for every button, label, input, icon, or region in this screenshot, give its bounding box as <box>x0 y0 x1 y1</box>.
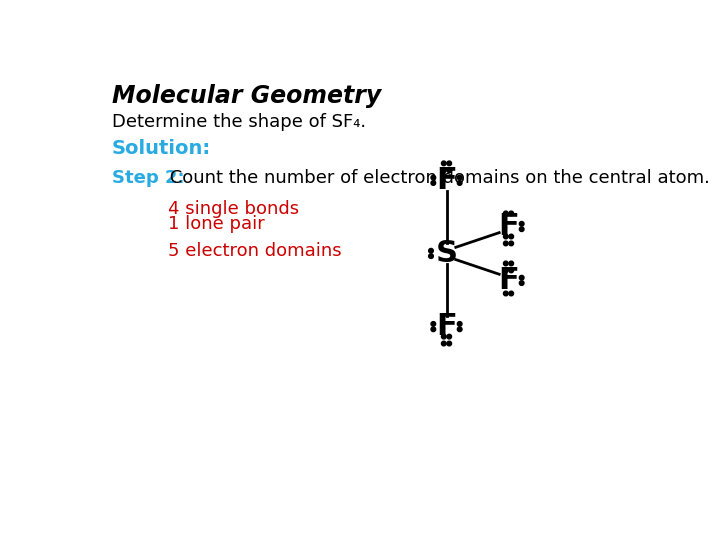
Circle shape <box>447 334 451 339</box>
Circle shape <box>509 241 513 246</box>
Circle shape <box>447 161 451 166</box>
Circle shape <box>431 322 436 326</box>
Circle shape <box>509 261 513 266</box>
Text: F: F <box>498 212 519 241</box>
Circle shape <box>509 268 513 273</box>
Circle shape <box>428 248 433 253</box>
Text: Determine the shape of SF₄.: Determine the shape of SF₄. <box>112 112 366 131</box>
Circle shape <box>519 227 524 232</box>
Text: F: F <box>436 166 457 195</box>
Circle shape <box>431 176 436 180</box>
Circle shape <box>441 168 446 173</box>
Text: 4 single bonds: 4 single bonds <box>168 200 299 218</box>
Circle shape <box>509 234 513 239</box>
Text: S: S <box>436 239 457 268</box>
Circle shape <box>457 327 462 332</box>
Circle shape <box>457 322 462 326</box>
Text: Solution:: Solution: <box>112 139 211 159</box>
Circle shape <box>503 268 508 273</box>
Circle shape <box>441 334 446 339</box>
Circle shape <box>431 181 436 185</box>
Circle shape <box>503 261 508 266</box>
Circle shape <box>457 181 462 185</box>
Circle shape <box>509 211 513 215</box>
Circle shape <box>503 234 508 239</box>
Text: F: F <box>498 266 519 295</box>
Circle shape <box>519 281 524 286</box>
Circle shape <box>457 176 462 180</box>
Circle shape <box>447 168 451 173</box>
Circle shape <box>441 341 446 346</box>
Circle shape <box>503 241 508 246</box>
Text: Step 2:: Step 2: <box>112 168 184 187</box>
Text: F: F <box>436 312 457 341</box>
Circle shape <box>503 211 508 215</box>
Circle shape <box>503 291 508 296</box>
Circle shape <box>519 275 524 280</box>
Text: 5 electron domains: 5 electron domains <box>168 242 341 260</box>
Circle shape <box>441 161 446 166</box>
Text: 1 lone pair: 1 lone pair <box>168 215 264 233</box>
Text: Molecular Geometry: Molecular Geometry <box>112 84 381 108</box>
Circle shape <box>519 221 524 226</box>
Circle shape <box>509 291 513 296</box>
Text: Count the number of electron domains on the central atom.: Count the number of electron domains on … <box>163 168 709 187</box>
Circle shape <box>431 327 436 332</box>
Circle shape <box>428 254 433 259</box>
Circle shape <box>447 341 451 346</box>
